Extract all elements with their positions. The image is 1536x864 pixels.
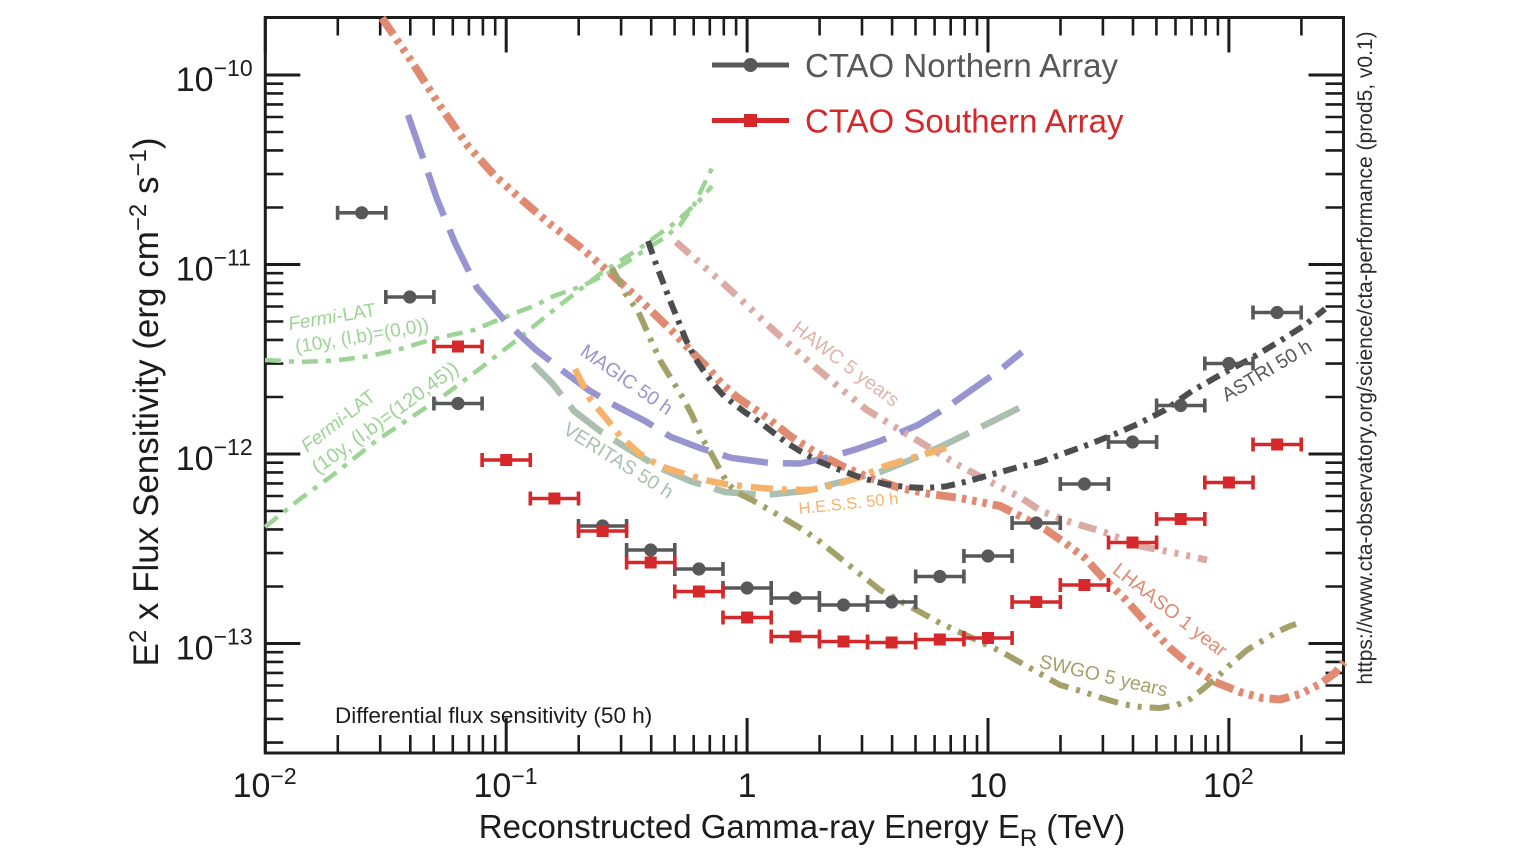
svg-text:10−1: 10−1 <box>474 763 538 805</box>
svg-text:1: 1 <box>738 767 757 805</box>
svg-text:−10: −10 <box>214 55 253 81</box>
svg-text:10: 10 <box>176 440 214 478</box>
svg-text:−12: −12 <box>214 434 253 460</box>
svg-text:10: 10 <box>969 767 1007 805</box>
svg-text:10: 10 <box>176 251 214 289</box>
svg-text:−11: −11 <box>214 245 251 271</box>
svg-text:CTAO Northern Array: CTAO Northern Array <box>805 47 1118 84</box>
svg-text:10: 10 <box>176 61 214 99</box>
svg-text:−13: −13 <box>214 624 253 650</box>
svg-text:Differential flux sensitivity: Differential flux sensitivity (50 h) <box>335 703 652 728</box>
svg-text:https://www.cta-observatory.or: https://www.cta-observatory.org/science/… <box>1354 31 1377 684</box>
svg-text:CTAO Southern Array: CTAO Southern Array <box>805 103 1124 140</box>
svg-text:10: 10 <box>176 630 214 668</box>
svg-text:Reconstructed Gamma-ray Energy: Reconstructed Gamma-ray Energy ER (TeV) <box>479 808 1125 852</box>
svg-text:E2 x Flux Sensitivity (erg cm−: E2 x Flux Sensitivity (erg cm−2 s−1) <box>125 137 166 666</box>
